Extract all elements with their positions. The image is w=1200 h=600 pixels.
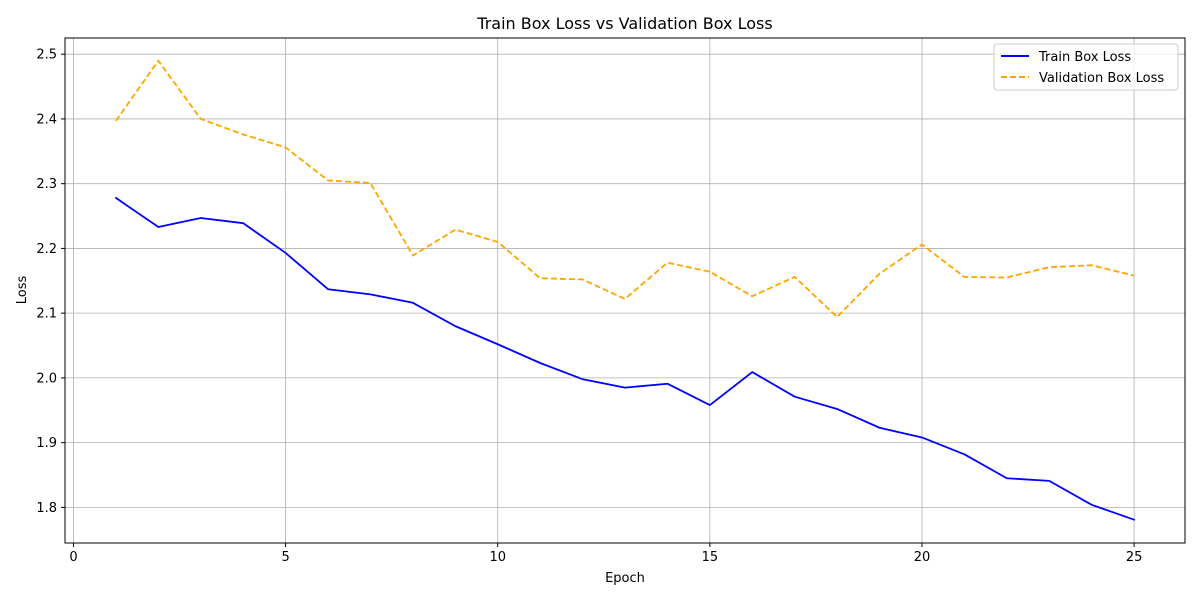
series-layer: [115, 59, 1135, 521]
y-axis-label: Loss: [15, 276, 30, 305]
x-axis-label: Epoch: [605, 571, 645, 586]
y-tick-label: 2.3: [36, 177, 57, 192]
grid-lines: [65, 38, 1185, 543]
y-tick-label: 2.4: [36, 112, 57, 127]
x-tick-label: 10: [489, 550, 506, 565]
legend: Train Box Loss Validation Box Loss: [993, 43, 1179, 91]
series-line-train: [115, 197, 1135, 521]
y-tick-label: 2.1: [36, 307, 57, 322]
x-tick-label: 15: [702, 550, 719, 565]
axis-ticks: 0 5 10 15 20 25 1.8 1.9 2.0 2.1 2.2 2.3 2.4 2.5: [36, 48, 1142, 565]
chart-title: Train Box Loss vs Validation Box Loss: [476, 14, 772, 33]
series-line-validation: [115, 59, 1135, 318]
legend-label-train: Train Box Loss: [1038, 50, 1131, 65]
x-tick-label: 0: [69, 550, 77, 565]
y-tick-label: 2.5: [36, 48, 57, 63]
x-tick-label: 5: [281, 550, 289, 565]
plot-frame: [64, 37, 1186, 544]
y-tick-label: 2.0: [36, 371, 57, 386]
legend-label-validation: Validation Box Loss: [1039, 71, 1164, 86]
y-tick-label: 1.9: [36, 436, 57, 451]
y-tick-label: 1.8: [36, 501, 57, 516]
x-tick-label: 20: [914, 550, 931, 565]
x-tick-label: 25: [1126, 550, 1143, 565]
legend-box: [993, 43, 1179, 91]
y-tick-label: 2.2: [36, 242, 57, 257]
